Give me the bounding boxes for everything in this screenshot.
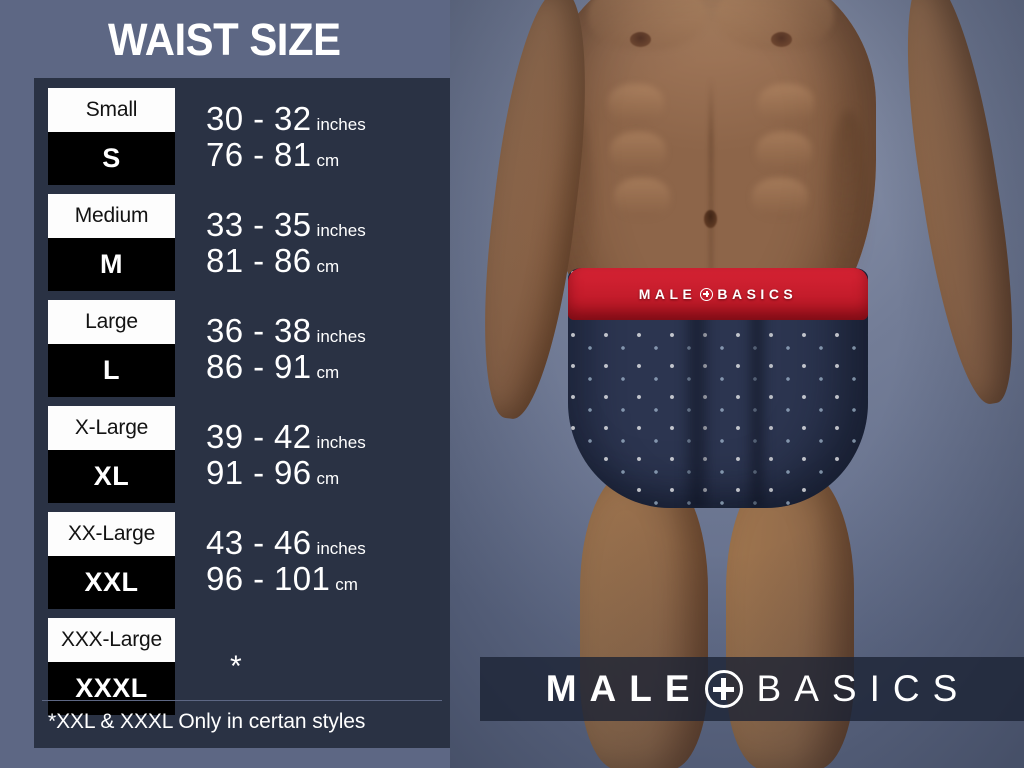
- table-row: XX-Large XXL 43 - 46 inches 96 - 101 cm: [34, 512, 450, 613]
- measure-value: 86 - 91: [206, 347, 312, 385]
- measure-cm: 86 - 91 cm: [206, 347, 442, 385]
- model-navel: [704, 210, 717, 228]
- waistband-branding: MALE BASICS: [568, 286, 868, 302]
- size-name: Large: [48, 300, 175, 344]
- measure-cm: 96 - 101 cm: [206, 559, 442, 597]
- product-waistband: MALE BASICS: [568, 268, 868, 320]
- measure-inches: 39 - 42 inches: [206, 419, 442, 455]
- photo-vignette: [450, 0, 1024, 768]
- size-name: XX-Large: [48, 512, 175, 556]
- brand-logo-bar: MALE BASICS: [480, 657, 1024, 721]
- size-measures: 39 - 42 inches 91 - 96 cm: [206, 406, 442, 503]
- asterisk-marker: *: [230, 649, 242, 683]
- size-name: XXX-Large: [48, 618, 175, 662]
- model-ab: [752, 178, 808, 218]
- size-measures: 36 - 38 inches 86 - 91 cm: [206, 300, 442, 397]
- footnote-text: *XXL & XXXL Only in certan styles: [48, 710, 366, 733]
- circled-plus-icon: [700, 288, 714, 301]
- size-name: Small: [48, 88, 175, 132]
- measure-value: 76 - 81: [206, 135, 312, 173]
- model-ab: [610, 132, 666, 172]
- measure-value: 96 - 101: [206, 559, 331, 597]
- model-midline: [709, 78, 713, 274]
- size-abbr: XL: [48, 450, 175, 503]
- measure-value: 30 - 32: [206, 99, 312, 137]
- measure-cm: 76 - 81 cm: [206, 135, 442, 173]
- size-box-xlarge: X-Large XL: [48, 406, 175, 503]
- size-measures: 43 - 46 inches 96 - 101 cm: [206, 512, 442, 609]
- measure-value: 43 - 46: [206, 523, 312, 561]
- size-box-large: Large L: [48, 300, 175, 397]
- model-ab: [608, 84, 664, 124]
- measure-inches: 36 - 38 inches: [206, 313, 442, 349]
- measure-unit: cm: [335, 574, 358, 594]
- model-ab: [758, 84, 814, 124]
- measure-value: 33 - 35: [206, 205, 312, 243]
- size-table-panel: Small S 30 - 32 inches 76 - 81 cm: [34, 78, 450, 748]
- measure-value: 36 - 38: [206, 311, 312, 349]
- measure-unit: cm: [316, 150, 340, 170]
- table-row: Small S 30 - 32 inches 76 - 81 cm: [34, 88, 450, 189]
- measure-inches: 43 - 46 inches: [206, 525, 442, 561]
- measure-unit: cm: [316, 256, 340, 276]
- size-box-medium: Medium M: [48, 194, 175, 291]
- model-ab: [614, 178, 670, 218]
- size-name: Medium: [48, 194, 175, 238]
- size-abbr: S: [48, 132, 175, 185]
- measure-unit: cm: [316, 468, 340, 488]
- model-oblique-right: [828, 110, 868, 290]
- size-abbr: M: [48, 238, 175, 291]
- model-detail-left: [630, 32, 651, 47]
- measure-value: 39 - 42: [206, 417, 312, 455]
- measure-unit: inches: [316, 114, 366, 134]
- size-abbr: L: [48, 344, 175, 397]
- table-row: Medium M 33 - 35 inches 81 - 86 cm: [34, 194, 450, 295]
- fabric-fold: [744, 308, 770, 508]
- circled-plus-icon: [704, 670, 743, 708]
- table-row: X-Large XL 39 - 42 inches 91 - 96 cm: [34, 406, 450, 507]
- brand-word-basics: BASICS: [756, 668, 971, 709]
- measure-unit: inches: [316, 432, 366, 452]
- brand-word-male: MALE: [545, 668, 703, 709]
- page-title: WAIST SIZE: [108, 14, 341, 65]
- waistband-word-two: BASICS: [717, 286, 797, 302]
- size-abbr: XXL: [48, 556, 175, 609]
- measure-cm: 81 - 86 cm: [206, 241, 442, 279]
- size-box-xxlarge: XX-Large XXL: [48, 512, 175, 609]
- measure-cm: 91 - 96 cm: [206, 453, 442, 491]
- model-detail-right: [771, 32, 792, 47]
- size-table: Small S 30 - 32 inches 76 - 81 cm: [34, 78, 450, 724]
- waistband-word-one: MALE: [639, 286, 697, 302]
- size-box-small: Small S: [48, 88, 175, 185]
- measure-unit: inches: [316, 220, 366, 240]
- measure-inches: 30 - 32 inches: [206, 101, 442, 137]
- size-box-xxxlarge: XXX-Large XXXL: [48, 618, 175, 715]
- size-measures: 30 - 32 inches 76 - 81 cm: [206, 88, 442, 185]
- measure-value: 91 - 96: [206, 453, 312, 491]
- size-name: X-Large: [48, 406, 175, 450]
- size-measures: *: [206, 618, 442, 715]
- model-ab: [756, 132, 812, 172]
- size-abbr: XXXL: [48, 662, 175, 715]
- measure-unit: cm: [316, 362, 340, 382]
- measure-inches: 33 - 35 inches: [206, 207, 442, 243]
- measure-unit: inches: [316, 326, 366, 346]
- measure-unit: inches: [316, 538, 366, 558]
- table-row: Large L 36 - 38 inches 86 - 91 cm: [34, 300, 450, 401]
- measure-value: 81 - 86: [206, 241, 312, 279]
- footnote-divider: [42, 700, 442, 701]
- size-measures: 33 - 35 inches 81 - 86 cm: [206, 194, 442, 291]
- product-photo: MALE BASICS: [450, 0, 1024, 768]
- table-row: XXX-Large XXXL *: [34, 618, 450, 719]
